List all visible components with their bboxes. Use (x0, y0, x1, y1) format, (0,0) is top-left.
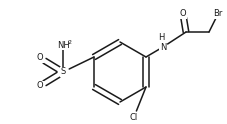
Text: NH: NH (57, 41, 69, 49)
Text: H: H (158, 33, 164, 43)
Text: N: N (160, 43, 166, 51)
Text: O: O (37, 53, 43, 62)
Text: O: O (180, 10, 186, 18)
Text: S: S (60, 67, 66, 77)
Text: O: O (37, 81, 43, 91)
Text: Br: Br (213, 10, 223, 18)
Text: Cl: Cl (130, 112, 138, 122)
Text: 2: 2 (67, 40, 72, 45)
